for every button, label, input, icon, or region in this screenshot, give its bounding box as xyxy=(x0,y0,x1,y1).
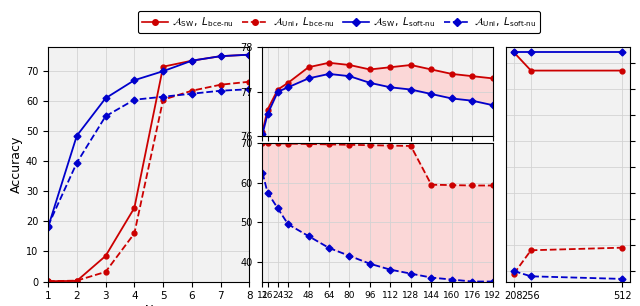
X-axis label: $\gamma$: $\gamma$ xyxy=(144,303,154,306)
Y-axis label: Accuracy: Accuracy xyxy=(10,136,23,193)
Legend: $\mathcal{A}_\mathrm{SW},\ L_\mathrm{bce\text{-}nu}$, $\mathcal{A}_\mathrm{Uni},: $\mathcal{A}_\mathrm{SW},\ L_\mathrm{bce… xyxy=(138,11,540,33)
